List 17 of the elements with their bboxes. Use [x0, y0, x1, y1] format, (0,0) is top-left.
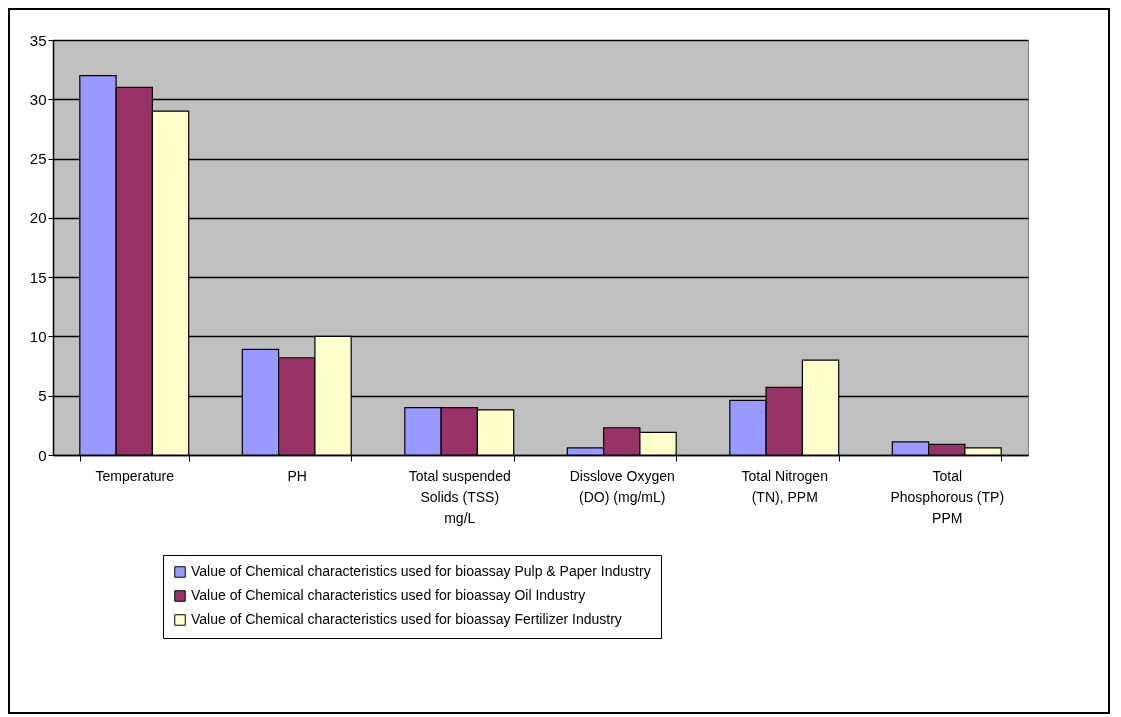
- x-tick-label: Temperature: [95, 467, 175, 484]
- legend-label: Value of Chemical characteristics used for bioassay Oil Industry: [191, 587, 586, 603]
- y-tick-label: 35: [29, 31, 47, 49]
- y-tick-label: 0: [38, 446, 47, 464]
- y-tick-label: 15: [29, 268, 47, 286]
- y-tick-label: 25: [29, 150, 47, 168]
- legend-label: Value of Chemical characteristics used for bioassay Fertilizer Industry: [191, 611, 622, 627]
- y-tick-label: 30: [29, 90, 47, 108]
- legend-label: Value of Chemical characteristics used for bioassay Pulp & Paper Industry: [191, 563, 651, 579]
- x-tick-label: Disslove Oxygen (DO) (mg/mL): [569, 467, 675, 505]
- x-tick-label: Total Phosphorous (TP) PPM: [890, 467, 1005, 526]
- y-tick-label: 20: [29, 209, 47, 227]
- x-tick-label: Total suspended Solids (TSS) mg/L: [408, 467, 511, 526]
- x-tick-label: PH: [287, 467, 307, 484]
- y-tick-label: 10: [29, 327, 47, 345]
- y-tick-label: 5: [38, 387, 47, 405]
- x-tick-label: Total Nitrogen (TN), PPM: [741, 467, 828, 505]
